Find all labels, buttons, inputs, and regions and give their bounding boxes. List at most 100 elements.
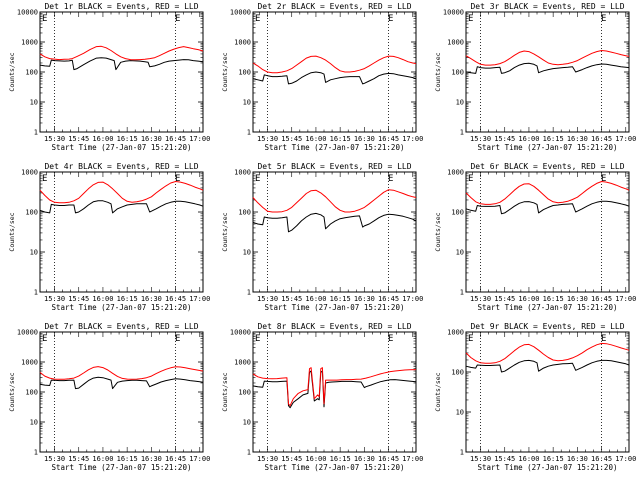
y-tick-label: 10000: [17, 9, 38, 17]
y-tick-label: 1000: [234, 359, 251, 367]
edge-marker-right: E: [175, 14, 180, 24]
x-tick-label: 15:45: [281, 455, 302, 463]
y-tick-label: 1: [460, 289, 464, 297]
x-tick-label: 17:00: [615, 455, 636, 463]
x-tick-label: 16:00: [518, 135, 539, 143]
y-axis-label: Counts/sec: [8, 212, 16, 251]
y-axis-label: Counts/sec: [434, 212, 442, 251]
x-axis-label: Start Time (27-Jan-07 15:21:20): [52, 303, 192, 312]
x-tick-label: 16:15: [117, 455, 138, 463]
x-tick-label: 17:00: [402, 295, 423, 303]
y-tick-label: 1: [460, 449, 464, 457]
y-tick-label: 100: [238, 69, 251, 77]
series-line-lld: [252, 189, 417, 213]
x-tick-label: 16:15: [117, 295, 138, 303]
chart-title: Det 7r BLACK = Events, RED = LLD: [44, 322, 198, 331]
edge-marker-left: E: [255, 334, 260, 344]
edge-marker-right: E: [388, 334, 393, 344]
y-tick-label: 100: [25, 209, 38, 217]
x-axis-label: Start Time (27-Jan-07 15:21:20): [265, 463, 405, 472]
y-axis-label: Counts/sec: [221, 212, 229, 251]
x-tick-label: 17:00: [189, 455, 210, 463]
y-tick-label: 10: [243, 99, 251, 107]
series-line-lld: [465, 181, 630, 205]
x-tick-label: 16:30: [567, 295, 588, 303]
edge-marker-right: E: [175, 334, 180, 344]
edge-marker-right: E: [388, 14, 393, 24]
plot-frame: [39, 11, 204, 133]
x-tick-label: 16:15: [330, 295, 351, 303]
edge-marker-right: E: [601, 174, 606, 184]
chart-panel: Det 8r BLACK = Events, RED = LLD 1 10 100 10…: [221, 322, 423, 472]
plot-frame: [465, 331, 630, 453]
series-line-events: [465, 62, 630, 74]
edge-marker-left: E: [468, 14, 473, 24]
y-axis-label: Counts/sec: [434, 52, 442, 91]
y-tick-label: 10000: [443, 9, 464, 17]
edge-marker-left: E: [255, 174, 260, 184]
y-axis-label: Counts/sec: [8, 372, 16, 411]
y-tick-label: 100: [451, 369, 464, 377]
chart-panel: Det 9r BLACK = Events, RED = LLD 1 10 100 10…: [434, 322, 636, 472]
y-tick-label: 1000: [21, 169, 38, 177]
x-tick-label: 17:00: [615, 295, 636, 303]
chart-panel: Det 7r BLACK = Events, RED = LLD 1 10 100 10…: [8, 322, 210, 472]
y-tick-label: 10: [30, 419, 38, 427]
x-tick-label: 15:45: [494, 455, 515, 463]
x-tick-label: 15:30: [44, 295, 65, 303]
edge-marker-right: E: [175, 174, 180, 184]
chart-panel: Det 4r BLACK = Events, RED = LLD 1 10 100 10…: [8, 162, 210, 312]
x-tick-label: 16:00: [92, 135, 113, 143]
x-tick-label: 15:45: [281, 135, 302, 143]
y-tick-label: 1: [34, 129, 38, 137]
y-tick-label: 100: [238, 389, 251, 397]
x-tick-label: 16:30: [567, 455, 588, 463]
y-tick-label: 10: [243, 249, 251, 257]
chart-panel: Det 5r BLACK = Events, RED = LLD 1 10 100 10…: [221, 162, 423, 312]
x-tick-label: 16:45: [378, 295, 399, 303]
plot-frame: [465, 171, 630, 293]
y-axis-label: Counts/sec: [221, 52, 229, 91]
chart-title: Det 2r BLACK = Events, RED = LLD: [257, 2, 411, 11]
series-line-events: [252, 71, 417, 85]
x-tick-label: 16:45: [378, 135, 399, 143]
x-axis-label: Start Time (27-Jan-07 15:21:20): [478, 463, 618, 472]
y-axis-label: Counts/sec: [221, 372, 229, 411]
x-tick-label: 16:45: [591, 135, 612, 143]
edge-marker-left: E: [468, 174, 473, 184]
y-tick-label: 1000: [21, 39, 38, 47]
x-axis-label: Start Time (27-Jan-07 15:21:20): [52, 463, 192, 472]
series-line-events: [465, 200, 630, 215]
y-axis-label: Counts/sec: [8, 52, 16, 91]
series-line-events: [39, 57, 204, 71]
x-tick-label: 15:30: [257, 295, 278, 303]
plot-frame: [465, 11, 630, 133]
y-tick-label: 1000: [447, 329, 464, 337]
y-axis-label: Counts/sec: [434, 372, 442, 411]
x-tick-label: 17:00: [402, 455, 423, 463]
y-tick-label: 1000: [447, 169, 464, 177]
y-tick-label: 1: [34, 289, 38, 297]
x-tick-label: 16:45: [165, 295, 186, 303]
edge-marker-left: E: [468, 334, 473, 344]
series-line-events: [252, 370, 417, 409]
y-tick-label: 100: [238, 209, 251, 217]
x-tick-label: 16:30: [567, 135, 588, 143]
x-tick-label: 15:45: [68, 295, 89, 303]
chart-title: Det 9r BLACK = Events, RED = LLD: [470, 322, 624, 331]
edge-marker-right: E: [601, 334, 606, 344]
x-tick-label: 16:45: [165, 455, 186, 463]
x-tick-label: 16:00: [92, 455, 113, 463]
x-axis-label: Start Time (27-Jan-07 15:21:20): [478, 303, 618, 312]
x-tick-label: 15:45: [68, 135, 89, 143]
x-tick-label: 15:30: [470, 295, 491, 303]
x-axis-label: Start Time (27-Jan-07 15:21:20): [265, 303, 405, 312]
x-tick-label: 16:30: [354, 455, 375, 463]
x-tick-label: 16:15: [330, 455, 351, 463]
y-tick-label: 100: [25, 69, 38, 77]
chart-panel: Det 3r BLACK = Events, RED = LLD 1 10 100 10…: [434, 2, 636, 152]
edge-marker-left: E: [42, 174, 47, 184]
series-line-lld: [252, 367, 417, 407]
chart-title: Det 5r BLACK = Events, RED = LLD: [257, 162, 411, 171]
